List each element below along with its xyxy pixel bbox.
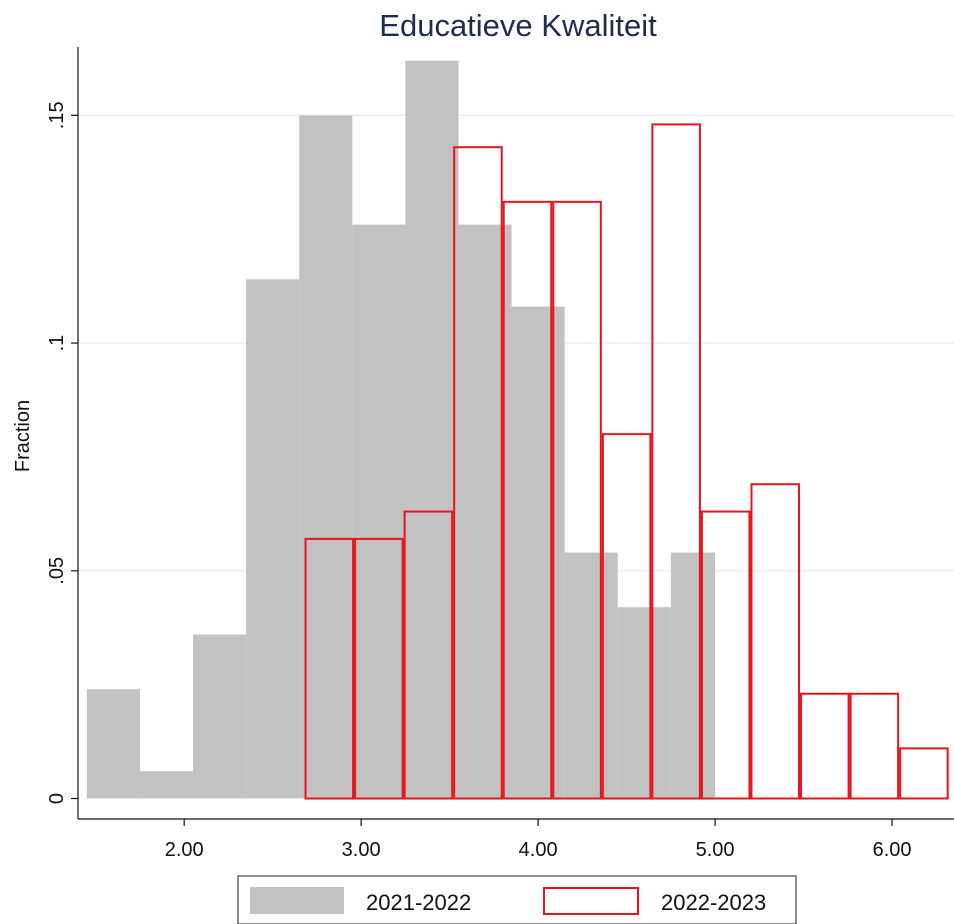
series-2021-2022-bars	[86, 60, 716, 799]
bar-2021-2022	[405, 60, 459, 799]
axes	[77, 47, 954, 820]
chart-title: Educatieve Kwaliteit	[379, 8, 657, 43]
bar-2021-2022	[86, 689, 140, 799]
y-tick-label: .1	[46, 335, 68, 352]
bar-2021-2022	[617, 607, 671, 799]
bar-2022-2023	[403, 510, 454, 800]
series-2022-2023-bars	[304, 123, 949, 800]
legend-label-2021-2022: 2021-2022	[366, 890, 471, 915]
bar-2021-2022	[193, 634, 247, 799]
x-tick-label: 2.00	[165, 839, 204, 861]
y-tick-label: .05	[46, 557, 68, 585]
bar-2022-2023	[750, 483, 801, 800]
x-tick-label: 3.00	[342, 839, 381, 861]
y-tick-label: 0	[46, 793, 68, 804]
bar-2022-2023	[651, 123, 701, 800]
bar-2022-2023	[453, 146, 503, 800]
bar-2022-2023	[899, 747, 949, 800]
bar-2022-2023	[849, 692, 900, 800]
bar-2022-2023	[800, 692, 850, 800]
bar-2021-2022	[299, 115, 353, 799]
bar-2022-2023	[601, 433, 652, 800]
bar-2021-2022	[564, 552, 618, 799]
bar-2021-2022	[352, 224, 406, 799]
bar-2022-2023	[304, 537, 355, 800]
bar-2022-2023	[700, 510, 751, 800]
x-tick-label: 6.00	[873, 839, 912, 861]
bar-2022-2023	[354, 537, 404, 800]
bar-2022-2023	[552, 200, 602, 800]
bar-2021-2022	[246, 279, 300, 799]
x-tick-label: 5.00	[696, 839, 735, 861]
legend: 2021-2022 2022-2023	[237, 875, 797, 924]
x-axis-ticks: 2.00 3.00 4.00 5.00 6.00	[165, 819, 912, 861]
bar-2021-2022	[139, 771, 194, 799]
bar-2021-2022	[670, 552, 716, 799]
bar-2021-2022	[511, 306, 565, 799]
x-tick-label: 4.00	[519, 839, 558, 861]
y-axis-ticks: 0 .05 .1 .15	[46, 101, 78, 804]
y-axis-label: Fraction	[12, 400, 34, 472]
legend-label-2022-2023: 2022-2023	[661, 890, 766, 915]
legend-swatch-2021-2022	[250, 887, 344, 914]
y-tick-label: .15	[46, 101, 68, 129]
legend-swatch-2022-2023	[543, 887, 639, 915]
bar-2022-2023	[502, 200, 553, 800]
